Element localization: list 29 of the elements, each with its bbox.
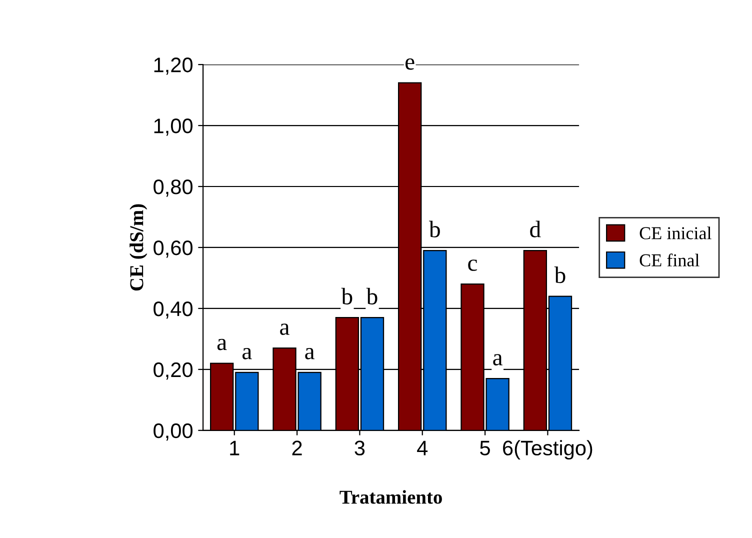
y-tick-label: 0,60 xyxy=(154,240,193,258)
y-tick-label: 1,00 xyxy=(154,118,193,136)
annotation: b xyxy=(366,288,378,304)
y-tick-label: 1,20 xyxy=(154,58,193,75)
annotation: b xyxy=(429,220,440,238)
annotation: a xyxy=(217,338,227,350)
annotation: a xyxy=(280,324,290,335)
annotation: b xyxy=(554,266,566,284)
x-tick-label: 5 xyxy=(480,440,490,456)
x-tick-label: 3 xyxy=(354,440,365,456)
y-tick-label: 0,20 xyxy=(154,362,193,380)
x-axis-title: Tratamiento xyxy=(340,490,442,504)
annotation: d xyxy=(530,220,541,238)
y-axis-title: CE (dS/m) xyxy=(130,204,148,291)
annotation: c xyxy=(468,260,478,271)
x-tick-label: 2 xyxy=(292,440,302,456)
legend-label: CE final xyxy=(640,254,700,266)
legend-label: CE inicial xyxy=(640,226,712,240)
y-tick-label: 0,80 xyxy=(154,180,193,197)
annotation: b xyxy=(341,288,352,304)
x-tick-label: 1 xyxy=(230,440,240,456)
annotation: a xyxy=(242,348,252,360)
annotation: a xyxy=(305,348,314,360)
y-tick-label: 0,00 xyxy=(154,423,193,441)
y-tick-label: 0,40 xyxy=(154,301,193,319)
x-tick-label: 4 xyxy=(417,440,428,456)
annotation: e xyxy=(406,58,414,70)
x-tick-label: 6(Testigo) xyxy=(503,440,592,460)
annotation: a xyxy=(493,354,502,366)
